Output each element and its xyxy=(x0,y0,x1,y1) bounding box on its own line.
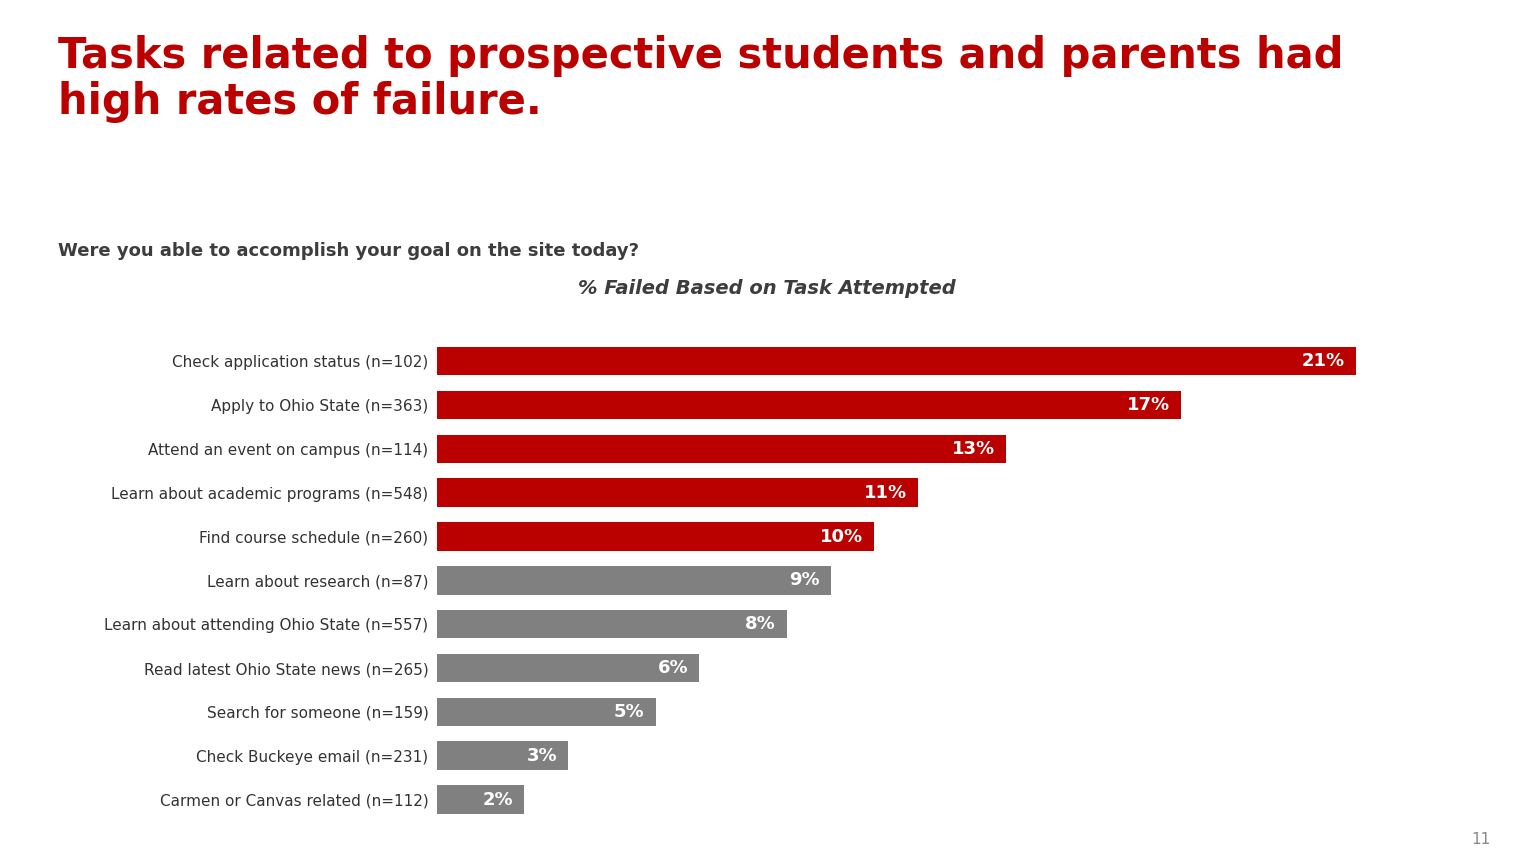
Bar xyxy=(437,610,786,639)
Text: 17%: 17% xyxy=(1127,396,1170,414)
Bar xyxy=(437,522,874,551)
Text: 6%: 6% xyxy=(658,659,688,677)
Bar xyxy=(437,391,1180,419)
Text: 13%: 13% xyxy=(952,440,995,458)
Text: Were you able to accomplish your goal on the site today?: Were you able to accomplish your goal on… xyxy=(58,242,639,260)
Text: Tasks related to prospective students and parents had
high rates of failure.: Tasks related to prospective students an… xyxy=(58,35,1344,123)
Text: 8%: 8% xyxy=(745,615,776,633)
Bar xyxy=(437,347,1355,375)
Text: 3%: 3% xyxy=(527,746,556,765)
Text: 2%: 2% xyxy=(483,791,514,809)
Text: 10%: 10% xyxy=(820,527,863,545)
Text: 11%: 11% xyxy=(865,483,908,501)
Bar xyxy=(437,478,918,507)
Text: 9%: 9% xyxy=(789,571,820,589)
Text: 21%: 21% xyxy=(1302,352,1344,370)
Bar xyxy=(437,435,1006,463)
Text: 5%: 5% xyxy=(615,702,645,721)
Bar xyxy=(437,741,569,770)
Bar xyxy=(437,785,524,814)
Text: 11: 11 xyxy=(1470,833,1490,847)
Bar xyxy=(437,654,699,683)
Bar xyxy=(437,566,831,595)
Text: % Failed Based on Task Attempted: % Failed Based on Task Attempted xyxy=(578,279,955,298)
Bar xyxy=(437,697,656,726)
